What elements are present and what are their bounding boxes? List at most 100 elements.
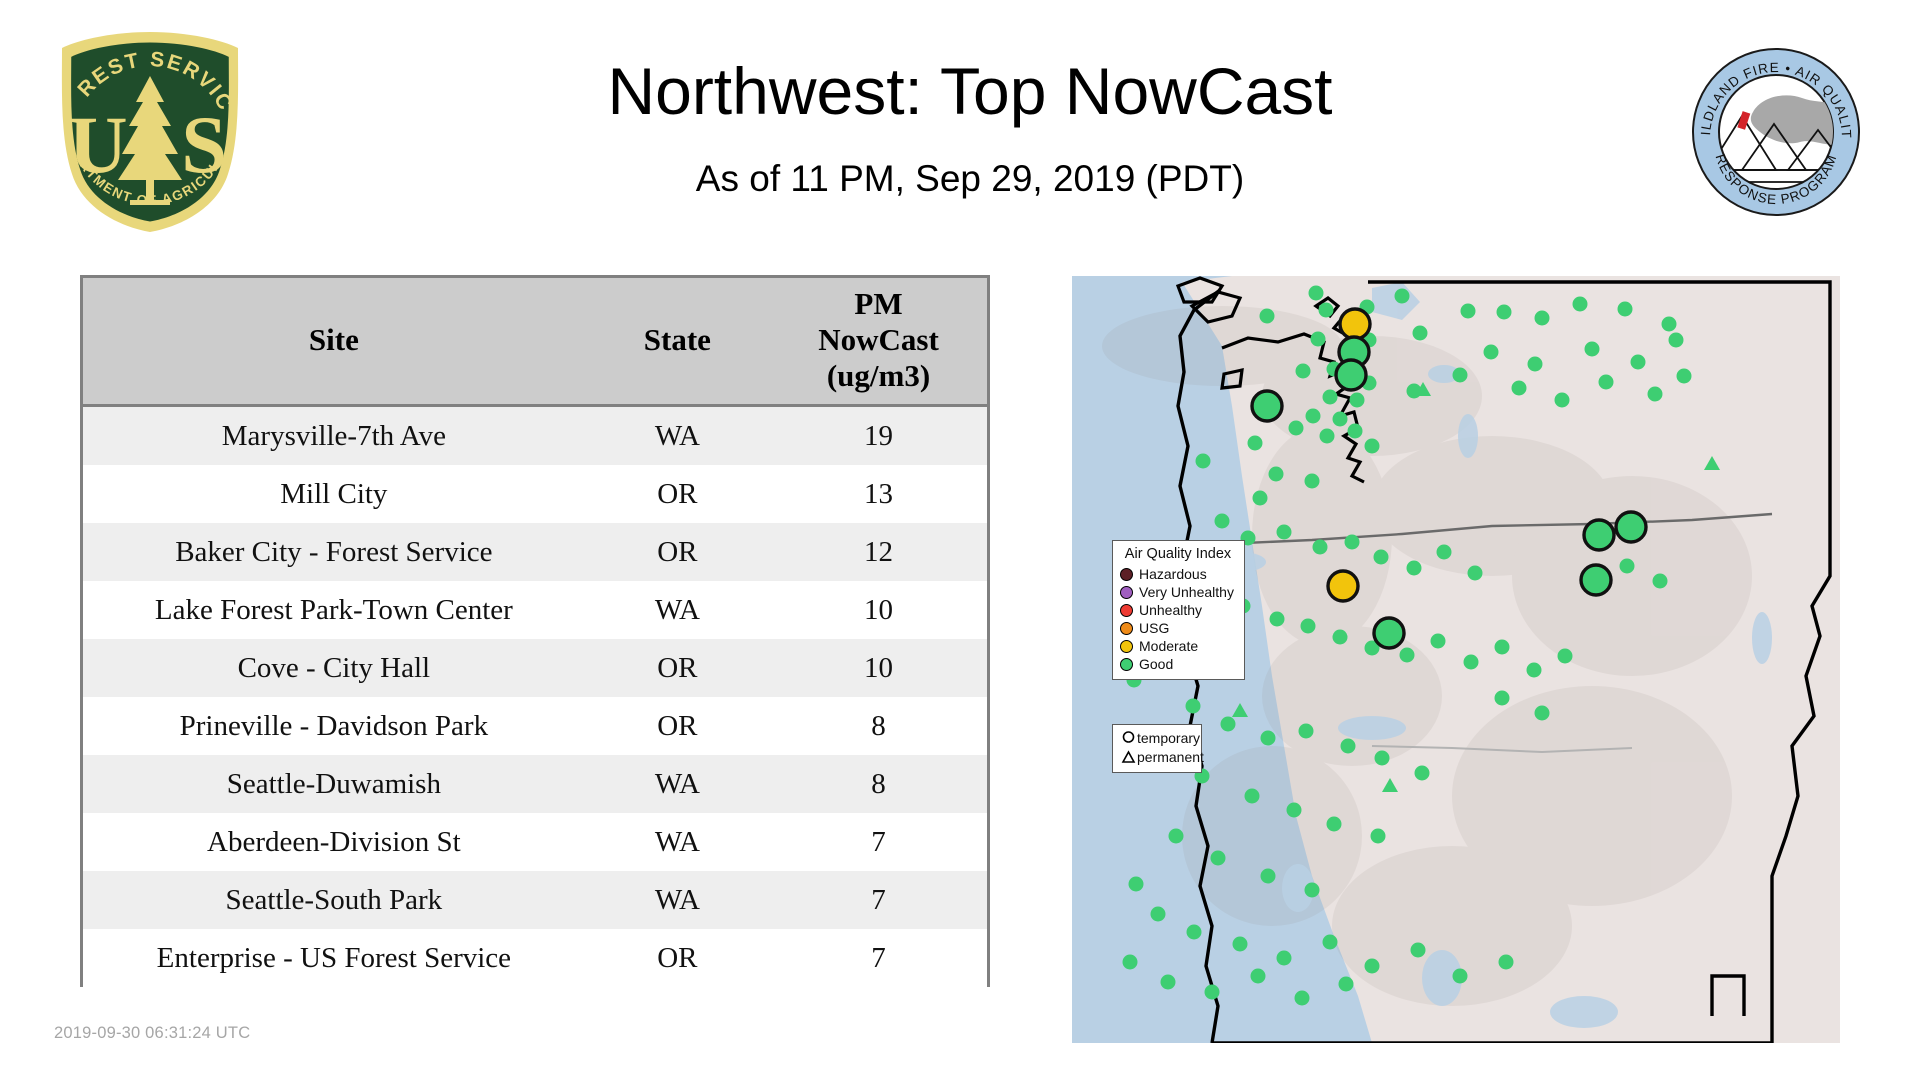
monitor-dot-good[interactable] <box>1305 408 1321 424</box>
monitor-dot-good[interactable] <box>1668 332 1684 348</box>
monitor-dot-good[interactable] <box>1452 968 1468 984</box>
monitor-dot-good[interactable] <box>1204 984 1220 1000</box>
monitor-dot-good[interactable] <box>1463 654 1479 670</box>
monitor-dot-good[interactable] <box>1232 936 1248 952</box>
monitor-dot-good[interactable] <box>1214 513 1230 529</box>
monitor-dot-good[interactable] <box>1122 954 1138 970</box>
table-row[interactable]: Aberdeen-Division St WA 7 <box>83 813 987 871</box>
monitor-dot-good[interactable] <box>1340 738 1356 754</box>
monitor-dot-good[interactable] <box>1349 392 1365 408</box>
monitor-dot-good[interactable] <box>1252 490 1268 506</box>
monitor-dot-good[interactable] <box>1394 288 1410 304</box>
monitor-dot-good[interactable] <box>1584 341 1600 357</box>
monitor-triangle-permanent[interactable] <box>1382 778 1398 792</box>
monitor-dot-good[interactable] <box>1347 423 1363 439</box>
table-row[interactable]: Seattle-South Park WA 7 <box>83 871 987 929</box>
monitor-dot-good[interactable] <box>1430 633 1446 649</box>
monitor-dot-good[interactable] <box>1300 618 1316 634</box>
monitor-dot-good[interactable] <box>1630 354 1646 370</box>
highlighted-site-enterprise-us-forest-service[interactable] <box>1614 510 1648 544</box>
monitor-dot-good[interactable] <box>1436 544 1452 560</box>
monitor-dot-good[interactable] <box>1312 539 1328 555</box>
monitor-dot-good[interactable] <box>1364 958 1380 974</box>
highlighted-site-marysville-7th-ave[interactable] <box>1338 307 1372 341</box>
air-quality-monitor-map[interactable]: Air Quality Index Hazardous Very Unhealth… <box>1072 276 1840 1043</box>
monitor-dot-good[interactable] <box>1322 389 1338 405</box>
monitor-dot-good[interactable] <box>1412 325 1428 341</box>
column-header-state[interactable]: State <box>584 278 771 407</box>
monitor-dot-good[interactable] <box>1534 310 1550 326</box>
highlighted-site-seattle-duwamish[interactable] <box>1334 358 1368 392</box>
monitor-dot-good[interactable] <box>1406 560 1422 576</box>
monitor-dot-good[interactable] <box>1319 428 1335 444</box>
monitor-dot-good[interactable] <box>1259 308 1275 324</box>
monitor-dot-good[interactable] <box>1676 368 1692 384</box>
monitor-dot-good[interactable] <box>1452 367 1468 383</box>
monitor-dot-good[interactable] <box>1308 285 1324 301</box>
monitor-dot-good[interactable] <box>1318 302 1334 318</box>
monitor-dot-good[interactable] <box>1467 565 1483 581</box>
table-row[interactable]: Baker City - Forest Service OR 12 <box>83 523 987 581</box>
monitor-dot-good[interactable] <box>1370 828 1386 844</box>
monitor-dot-good[interactable] <box>1511 380 1527 396</box>
monitor-dot-good[interactable] <box>1661 316 1677 332</box>
monitor-triangle-permanent[interactable] <box>1704 456 1720 470</box>
highlighted-site-baker-city-forest-service[interactable] <box>1582 518 1616 552</box>
table-row[interactable]: Enterprise - US Forest Service OR 7 <box>83 929 987 987</box>
monitor-dot-good[interactable] <box>1617 301 1633 317</box>
monitor-dot-good[interactable] <box>1534 705 1550 721</box>
monitor-dot-good[interactable] <box>1304 473 1320 489</box>
monitor-dot-good[interactable] <box>1526 662 1542 678</box>
monitor-dot-good[interactable] <box>1150 906 1166 922</box>
monitor-dot-good[interactable] <box>1210 850 1226 866</box>
monitor-dot-good[interactable] <box>1250 968 1266 984</box>
monitor-dot-good[interactable] <box>1338 976 1354 992</box>
monitor-dot-good[interactable] <box>1268 466 1284 482</box>
monitor-dot-good[interactable] <box>1186 924 1202 940</box>
monitor-dot-good[interactable] <box>1364 640 1380 656</box>
monitor-dot-good[interactable] <box>1554 392 1570 408</box>
monitor-dot-good[interactable] <box>1364 438 1380 454</box>
monitor-dot-good[interactable] <box>1294 990 1310 1006</box>
monitor-dot-good[interactable] <box>1168 828 1184 844</box>
monitor-dot-good[interactable] <box>1310 331 1326 347</box>
monitor-dot-good[interactable] <box>1460 303 1476 319</box>
table-row[interactable]: Lake Forest Park-Town Center WA 10 <box>83 581 987 639</box>
monitor-dot-good[interactable] <box>1220 716 1236 732</box>
monitor-dot-good[interactable] <box>1244 788 1260 804</box>
table-row[interactable]: Seattle-Duwamish WA 8 <box>83 755 987 813</box>
table-row[interactable]: Cove - City Hall OR 10 <box>83 639 987 697</box>
monitor-dot-good[interactable] <box>1619 558 1635 574</box>
monitor-dot-good[interactable] <box>1304 882 1320 898</box>
monitor-dot-good[interactable] <box>1496 304 1512 320</box>
table-row[interactable]: Mill City OR 13 <box>83 465 987 523</box>
monitor-dot-good[interactable] <box>1185 698 1201 714</box>
table-row[interactable]: Marysville-7th Ave WA 19 <box>83 405 987 465</box>
monitor-dot-good[interactable] <box>1332 411 1348 427</box>
monitor-dot-good[interactable] <box>1498 954 1514 970</box>
monitor-dot-good[interactable] <box>1298 723 1314 739</box>
monitor-dot-good[interactable] <box>1399 647 1415 663</box>
monitor-dot-good[interactable] <box>1483 344 1499 360</box>
monitor-dot-good[interactable] <box>1247 435 1263 451</box>
monitor-dot-good[interactable] <box>1598 374 1614 390</box>
monitor-dot-good[interactable] <box>1527 356 1543 372</box>
highlighted-site-prineville-davidson-park[interactable] <box>1372 616 1406 650</box>
monitor-dot-good[interactable] <box>1286 802 1302 818</box>
monitor-dot-good[interactable] <box>1572 296 1588 312</box>
monitor-dot-good[interactable] <box>1269 611 1285 627</box>
monitor-dot-good[interactable] <box>1288 420 1304 436</box>
monitor-dot-good[interactable] <box>1494 690 1510 706</box>
monitor-dot-good[interactable] <box>1326 816 1342 832</box>
column-header-pm-nowcast[interactable]: PM NowCast (ug/m3) <box>770 278 987 407</box>
monitor-dot-good[interactable] <box>1260 730 1276 746</box>
highlighted-site-aberdeen-division-st[interactable] <box>1250 389 1284 423</box>
column-header-site[interactable]: Site <box>83 278 585 407</box>
monitor-dot-good[interactable] <box>1414 765 1430 781</box>
monitor-triangle-permanent[interactable] <box>1232 703 1248 717</box>
monitor-dot-good[interactable] <box>1647 386 1663 402</box>
monitor-dot-good[interactable] <box>1344 534 1360 550</box>
monitor-dot-good[interactable] <box>1332 629 1348 645</box>
highlighted-site-cove-city-hall[interactable] <box>1579 563 1613 597</box>
highlighted-site-mill-city[interactable] <box>1326 569 1360 603</box>
